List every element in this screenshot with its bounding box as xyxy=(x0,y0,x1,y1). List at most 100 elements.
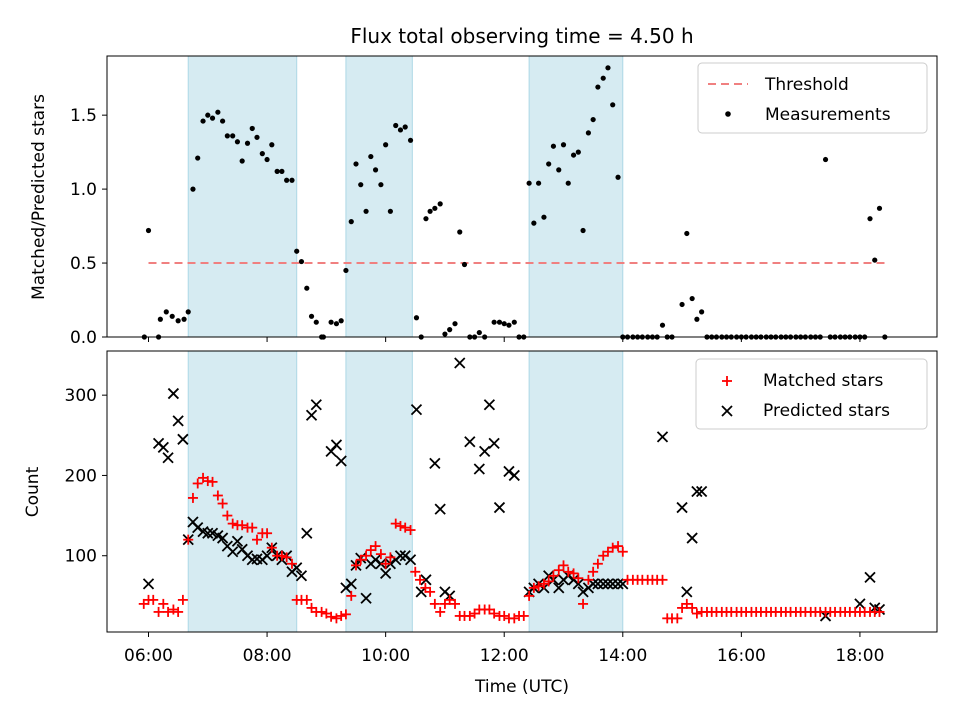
predicted-point xyxy=(340,582,352,594)
predicted-point xyxy=(172,415,184,427)
measurement-point xyxy=(423,216,429,222)
legend-matched-marker xyxy=(722,376,732,386)
predicted-point xyxy=(691,485,703,498)
matched-point xyxy=(217,498,228,509)
legend-threshold-label: Threshold xyxy=(764,75,849,95)
measurement-point xyxy=(565,180,571,186)
measurement-point xyxy=(867,216,873,222)
predicted-point xyxy=(335,455,347,467)
predicted-point xyxy=(572,578,584,590)
measurement-point xyxy=(501,321,507,327)
measurement-point xyxy=(590,116,596,123)
x-tick-label: 12:00 xyxy=(480,646,529,666)
predicted-point xyxy=(864,571,876,584)
measurement-point xyxy=(343,267,349,274)
matched-point xyxy=(173,606,184,617)
matched-point xyxy=(435,606,446,617)
matched-point xyxy=(390,518,401,529)
measurement-point xyxy=(442,331,448,337)
measurement-point xyxy=(308,313,315,319)
matched-point xyxy=(568,568,579,579)
predicted-point xyxy=(177,433,189,445)
x-axis-label: Time (UTC) xyxy=(474,677,569,697)
matched-point xyxy=(227,518,238,529)
measurement-point xyxy=(145,227,152,234)
x-tick-label: 16:00 xyxy=(717,646,766,666)
measurement-point xyxy=(822,156,829,163)
measurement-point xyxy=(506,322,512,328)
measurement-point xyxy=(215,109,221,115)
predicted-point xyxy=(483,399,496,411)
predicted-point xyxy=(508,469,520,482)
y-tick-label: 200 xyxy=(65,466,97,486)
y-tick-label: 1.5 xyxy=(70,106,97,126)
bottom-x-ticks: 06:00 08:00 10:00 12:00 14:00 16:00 18:00 xyxy=(124,632,884,666)
predicted-point xyxy=(227,546,239,558)
shaded-interval xyxy=(345,55,413,338)
matched-point xyxy=(237,520,248,531)
matched-point xyxy=(405,525,416,536)
measurement-point xyxy=(872,257,878,263)
measurement-point xyxy=(224,133,230,139)
measurement-point xyxy=(397,127,404,133)
matched-point xyxy=(281,552,292,563)
legend-predicted-swatch xyxy=(721,405,733,417)
predicted-point xyxy=(310,399,322,411)
predicted-point xyxy=(429,457,441,470)
matched-point xyxy=(247,522,258,533)
predicted-point xyxy=(162,452,174,464)
matched-point xyxy=(538,578,549,589)
measurement-point xyxy=(541,214,547,220)
measurement-point xyxy=(452,321,458,327)
measurement-point xyxy=(209,115,216,121)
matched-point xyxy=(385,552,396,563)
predicted-point xyxy=(261,550,273,562)
predicted-point xyxy=(192,521,204,534)
matched-point xyxy=(351,560,361,571)
matched-point xyxy=(266,542,277,553)
matched-point xyxy=(573,573,584,584)
predicted-point xyxy=(345,578,357,590)
measurement-point xyxy=(679,301,685,308)
measurement-point xyxy=(659,322,666,328)
measurement-point xyxy=(531,220,537,226)
shaded-interval xyxy=(187,350,298,633)
matched-point xyxy=(177,594,188,605)
measurement-point xyxy=(610,102,616,108)
measurement-point xyxy=(595,84,601,90)
matched-point xyxy=(415,574,426,585)
predicted-point xyxy=(488,437,500,449)
matched-point xyxy=(588,566,599,577)
shaded-interval xyxy=(187,55,298,338)
matched-star-points xyxy=(138,472,885,624)
predicted-point xyxy=(553,582,565,594)
predicted-point xyxy=(231,535,244,547)
legend-measurements-label: Measurements xyxy=(765,105,891,125)
top-shaded-intervals xyxy=(187,55,624,338)
matched-point xyxy=(592,558,603,569)
shaded-interval xyxy=(528,55,624,338)
measurement-point xyxy=(284,177,290,183)
legend-predicted-marker xyxy=(721,405,733,417)
matched-point xyxy=(380,558,391,569)
measurement-point xyxy=(550,143,557,149)
matched-point xyxy=(617,546,628,557)
measurement-point xyxy=(615,174,621,180)
top-y-axis-label: Matched/Predicted stars xyxy=(29,94,49,300)
predicted-point xyxy=(473,463,485,475)
measurement-point xyxy=(387,208,393,214)
matched-point xyxy=(563,566,574,577)
matched-point xyxy=(613,541,624,552)
matched-point xyxy=(187,492,198,503)
predicted-point xyxy=(202,527,214,539)
legend-matched-label: Matched stars xyxy=(763,371,883,391)
bottom-y-ticks: 100 200 300 xyxy=(65,386,107,567)
measurement-point xyxy=(294,248,300,254)
matched-point xyxy=(400,522,411,533)
predicted-point xyxy=(167,387,180,400)
measurement-point xyxy=(536,180,542,186)
measurement-point xyxy=(289,177,295,183)
measurement-point xyxy=(358,182,364,188)
measurement-point xyxy=(269,142,275,148)
measurement-point xyxy=(876,205,883,211)
